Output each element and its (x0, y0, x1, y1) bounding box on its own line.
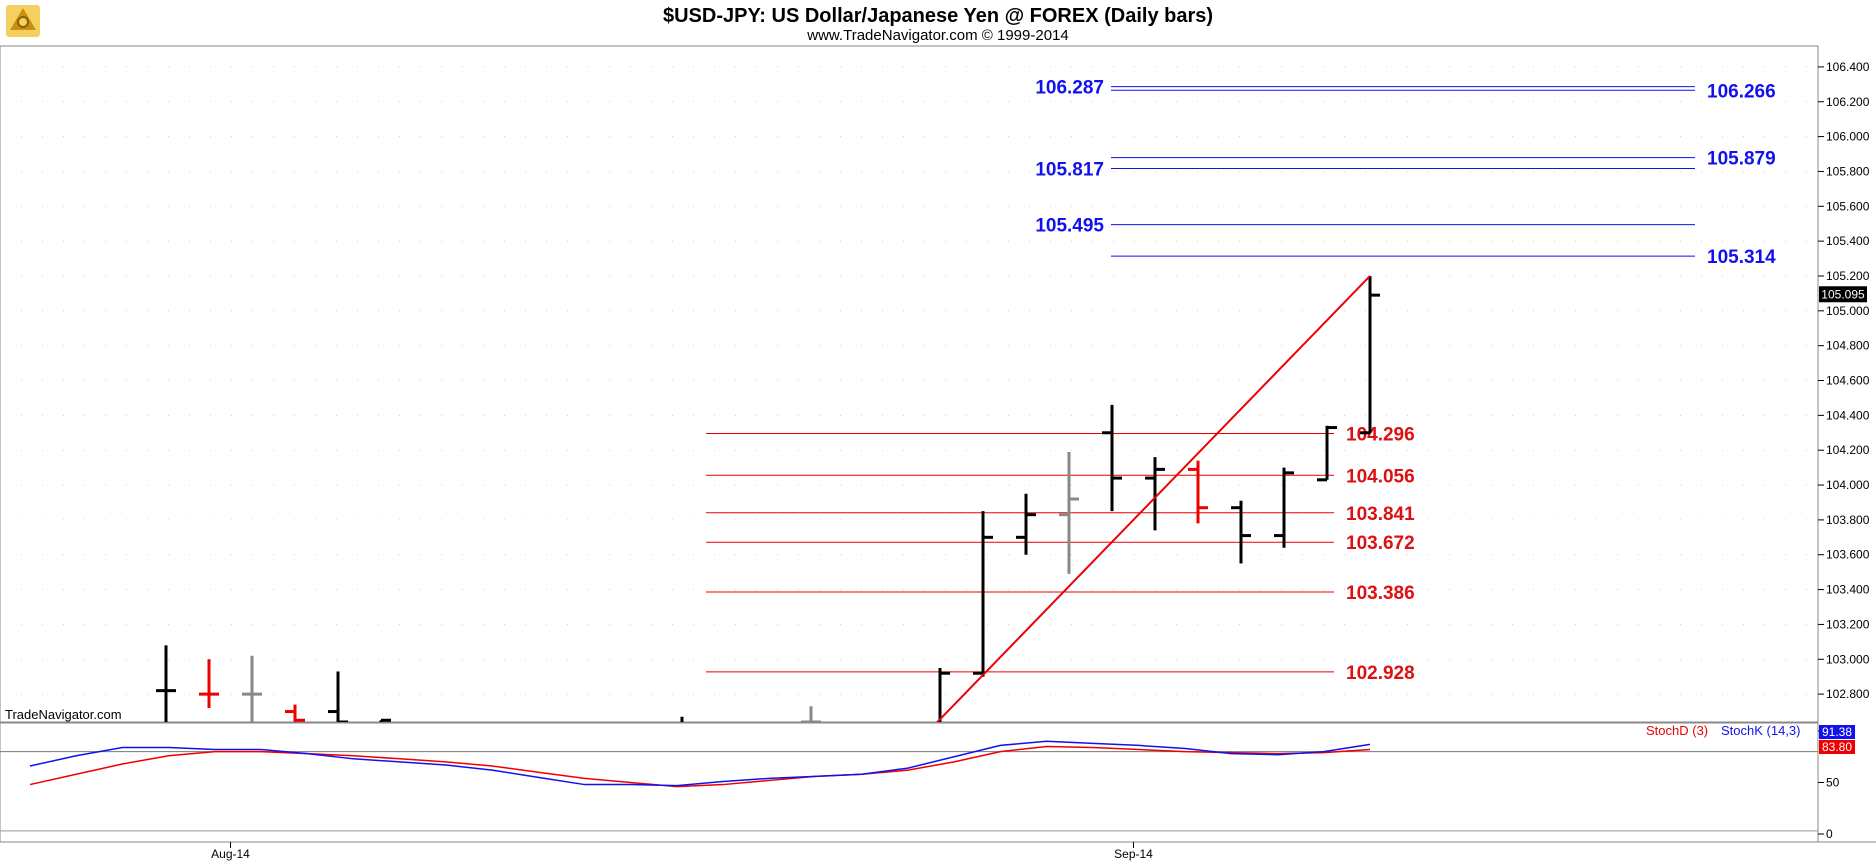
price-tick-label: 105.200 (1826, 269, 1870, 283)
ohlc-bar (199, 659, 219, 709)
price-tick-label: 103.600 (1826, 548, 1870, 562)
ohlc-bar (1145, 457, 1165, 531)
price-tick-label: 104.600 (1826, 374, 1870, 388)
ohlc-bar (1231, 500, 1251, 564)
support-label: 104.296 (1346, 424, 1415, 445)
ohlc-bar (156, 645, 176, 722)
price-tick-label: 105.400 (1826, 234, 1870, 248)
support-label: 104.056 (1346, 466, 1415, 487)
resistance-label-right: 106.266 (1707, 81, 1776, 102)
ohlc-bar (680, 716, 684, 722)
stochastic-indicator (29, 740, 1371, 788)
ohlc-bar (1188, 460, 1208, 524)
stoch-d-line (29, 745, 1371, 788)
page-title: $USD-JPY: US Dollar/Japanese Yen @ FOREX… (663, 5, 1213, 27)
resistance-label-left: 106.287 (1035, 78, 1104, 99)
fibonacci-levels: 104.296 104.056 103.841 103.672 103.386 102.9… (706, 78, 1776, 684)
stoch-d-last-value: 83.80 (1822, 740, 1852, 754)
price-tick-label: 103.000 (1826, 652, 1870, 666)
ohlc-bar (285, 704, 305, 722)
ohlc-bar (1016, 493, 1036, 555)
support-label: 103.841 (1346, 504, 1415, 525)
date-tick-label: Aug-14 (211, 847, 250, 861)
ohlc-bar (801, 706, 821, 722)
ohlc-bar (1360, 275, 1380, 435)
price-tick-label: 106.200 (1826, 95, 1870, 109)
ohlc-bar (1059, 451, 1079, 574)
price-tick-label: 105.600 (1826, 199, 1870, 213)
price-tick-label: 104.400 (1826, 408, 1870, 422)
price-tick-label: 106.400 (1826, 60, 1870, 74)
price-tick-label: 104.800 (1826, 339, 1870, 353)
support-label: 102.928 (1346, 663, 1415, 684)
price-tick-label: 105.000 (1826, 304, 1870, 318)
ohlc-bar (1317, 425, 1337, 482)
stoch-tick-label: 0 (1826, 827, 1833, 841)
page-subtitle: www.TradeNavigator.com © 1999-2014 (806, 27, 1068, 44)
price-tick-label: 102.800 (1826, 687, 1870, 701)
last-price-tag: 105.095 (1819, 286, 1867, 303)
trendline (935, 275, 1371, 722)
price-tick-label: 103.800 (1826, 513, 1870, 527)
price-tick-label: 106.000 (1826, 130, 1870, 144)
ohlc-bar (938, 667, 950, 722)
stoch-k-value-tag: 91.38 (1819, 725, 1855, 739)
tradenavigator-logo-icon (6, 5, 40, 37)
resistance-label-left: 105.495 (1035, 216, 1104, 237)
ohlc-bar (328, 671, 348, 722)
stoch-k-last-value: 91.38 (1822, 725, 1852, 739)
price-tick-label: 103.200 (1826, 617, 1870, 631)
price-bars (156, 275, 1380, 722)
last-price-label: 105.095 (1821, 287, 1865, 301)
resistance-label-left: 105.817 (1035, 159, 1104, 180)
price-tick-label: 104.200 (1826, 443, 1870, 457)
support-label: 103.386 (1346, 583, 1415, 604)
legend-stoch-k: StochK (14,3) (1721, 723, 1801, 738)
legend-stoch-d: StochD (3) (1646, 723, 1708, 738)
price-tick-label: 103.400 (1826, 583, 1870, 597)
watermark: TradeNavigator.com (5, 707, 122, 722)
stoch-d-value-tag: 83.80 (1819, 740, 1855, 754)
ohlc-bar (379, 718, 391, 722)
uptrend-line (935, 275, 1371, 722)
resistance-label-right: 105.879 (1707, 149, 1776, 170)
date-axis: Aug-14 Sep-14 (211, 842, 1153, 861)
stoch-tick-label: 50 (1826, 776, 1840, 790)
price-tick-label: 104.000 (1826, 478, 1870, 492)
ohlc-bar (1102, 404, 1122, 512)
resistance-label-right: 105.314 (1707, 247, 1776, 268)
ohlc-bar (973, 511, 993, 677)
stoch-k-line (29, 740, 1371, 787)
support-label: 103.672 (1346, 533, 1415, 554)
ohlc-bar (242, 655, 262, 722)
price-tick-label: 105.800 (1826, 164, 1870, 178)
date-tick-label: Sep-14 (1114, 847, 1153, 861)
ohlc-bar (1274, 467, 1294, 548)
grid (0, 66, 1818, 832)
